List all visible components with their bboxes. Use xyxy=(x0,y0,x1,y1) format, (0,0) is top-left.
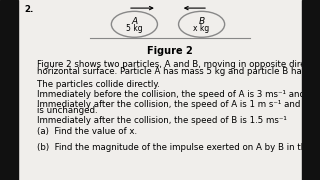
Text: 2.: 2. xyxy=(24,5,33,14)
Text: (b)  Find the magnitude of the impulse exerted on A by B in the collision.: (b) Find the magnitude of the impulse ex… xyxy=(37,143,320,152)
Bar xyxy=(302,0,320,180)
Text: Immediately after the collision, the speed of A is 1 m s⁻¹ and its direction of : Immediately after the collision, the spe… xyxy=(37,100,320,109)
Circle shape xyxy=(179,11,225,37)
Circle shape xyxy=(111,11,157,37)
Text: 5 kg: 5 kg xyxy=(126,24,143,33)
Text: The particles collide directly.: The particles collide directly. xyxy=(37,80,160,89)
Bar xyxy=(0,0,18,180)
Text: (a)  Find the value of x.: (a) Find the value of x. xyxy=(37,127,137,136)
Text: Figure 2: Figure 2 xyxy=(147,46,192,56)
Text: Figure 2 shows two particles, A and B, moving in opposite directions on a smooth: Figure 2 shows two particles, A and B, m… xyxy=(37,60,320,69)
Text: A: A xyxy=(131,17,138,26)
Text: x kg: x kg xyxy=(194,24,210,33)
Text: Immediately before the collision, the speed of A is 3 ms⁻¹ and the speed of B is: Immediately before the collision, the sp… xyxy=(37,90,320,99)
Text: is unchanged.: is unchanged. xyxy=(37,106,97,115)
Text: horizontal surface. Particle A has mass 5 kg and particle B has mass x kg.: horizontal surface. Particle A has mass … xyxy=(37,68,320,76)
Text: Immediately after the collision, the speed of B is 1.5 ms⁻¹: Immediately after the collision, the spe… xyxy=(37,116,287,125)
Text: B: B xyxy=(198,17,205,26)
